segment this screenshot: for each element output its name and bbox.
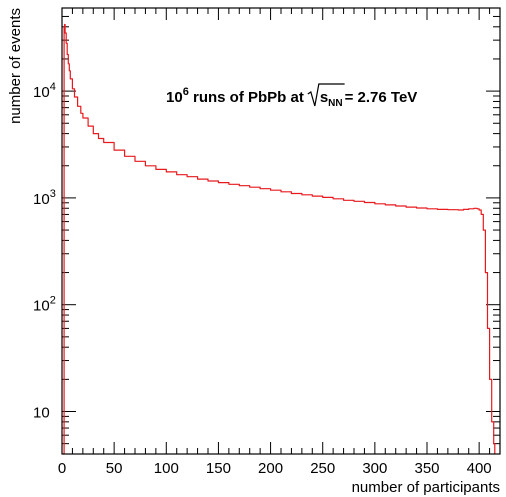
chart-annotation: 106 runs of PbPb at sNN = 2.76 TeV bbox=[166, 83, 418, 109]
x-tick-label: 250 bbox=[310, 460, 335, 477]
annotation-exponent: 6 bbox=[183, 86, 189, 98]
y-tick-label: 102 bbox=[33, 295, 56, 315]
plot-frame bbox=[61, 7, 501, 455]
x-tick-label: 350 bbox=[414, 460, 439, 477]
annotation-s: s bbox=[320, 89, 328, 106]
x-tick-label: 0 bbox=[58, 460, 66, 477]
x-tick-label: 150 bbox=[206, 460, 231, 477]
annotation-text: 106 runs of PbPb at bbox=[166, 86, 304, 106]
sqrt-symbol bbox=[307, 83, 345, 107]
ticks-layer bbox=[61, 8, 500, 454]
x-tick-label: 100 bbox=[154, 460, 179, 477]
y-axis-label: number of events bbox=[7, 8, 24, 124]
x-tick-label: 200 bbox=[258, 460, 283, 477]
y-tick-label: 10 bbox=[33, 405, 50, 422]
x-axis-label: number of participants bbox=[352, 479, 500, 496]
annotation-subscript: NN bbox=[328, 98, 342, 109]
annotation-sqrt-s: sNN bbox=[320, 89, 343, 109]
annotation-base: 10 bbox=[166, 89, 183, 106]
x-tick-label: 400 bbox=[467, 460, 492, 477]
series-line bbox=[63, 23, 496, 455]
x-tick-label: 300 bbox=[362, 460, 387, 477]
series-layer bbox=[63, 23, 496, 455]
x-tick-label: 50 bbox=[106, 460, 123, 477]
annotation-tail: = 2.76 TeV bbox=[345, 89, 418, 106]
y-tick-label: 103 bbox=[33, 188, 56, 208]
y-tick-label: 104 bbox=[33, 81, 56, 101]
annotation-middle: runs of PbPb at bbox=[189, 89, 304, 106]
tick-labels-layer: 0 50 100 150 200 250 300 350 400 10 102 103 104 bbox=[33, 81, 492, 477]
